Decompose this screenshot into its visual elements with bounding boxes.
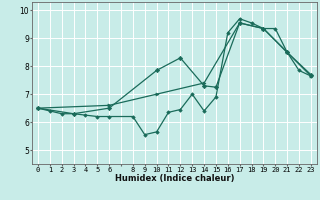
X-axis label: Humidex (Indice chaleur): Humidex (Indice chaleur) [115,174,234,183]
